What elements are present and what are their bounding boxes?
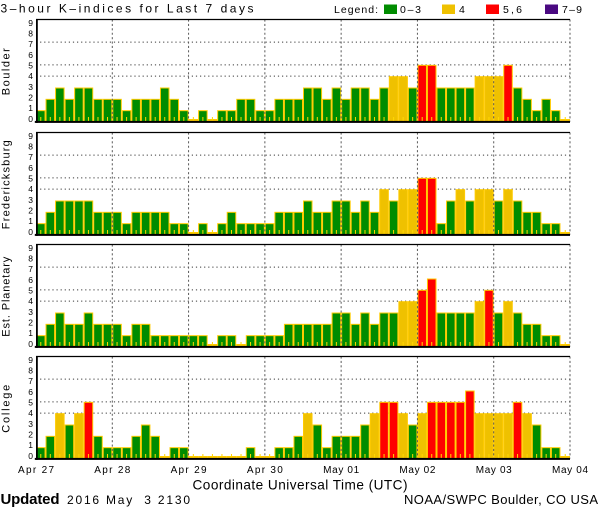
svg-text:7: 7 [28, 376, 33, 386]
svg-text:5: 5 [28, 398, 33, 408]
svg-text:7: 7 [28, 39, 33, 49]
svg-text:Updated: Updated [1, 491, 60, 508]
svg-text:4: 4 [28, 408, 33, 418]
svg-text:9: 9 [28, 131, 33, 141]
svg-text:3: 3 [28, 419, 33, 429]
svg-text:8: 8 [28, 141, 33, 151]
svg-text:6: 6 [28, 275, 33, 285]
svg-text:1: 1 [28, 328, 33, 338]
svg-text:2: 2 [28, 93, 33, 103]
svg-text:3: 3 [28, 307, 33, 317]
svg-text:3–hour K–indices for Last 7 da: 3–hour K–indices for Last 7 days [1, 2, 254, 16]
svg-text:1: 1 [28, 103, 33, 113]
svg-text:May 04: May 04 [552, 465, 588, 476]
svg-text:3: 3 [28, 195, 33, 205]
svg-text:0: 0 [28, 339, 33, 349]
svg-text:5: 5 [28, 286, 33, 296]
svg-text:May 01: May 01 [323, 465, 359, 476]
svg-text:5: 5 [28, 61, 33, 71]
svg-text:Coordinate Universal Time (UTC: Coordinate Universal Time (UTC) [193, 478, 408, 493]
svg-text:Est. Planetary: Est. Planetary [1, 256, 13, 337]
svg-text:6: 6 [28, 387, 33, 397]
svg-text:6: 6 [28, 50, 33, 60]
svg-text:5,6: 5,6 [503, 4, 522, 16]
svg-text:May 02: May 02 [399, 465, 435, 476]
svg-text:3: 3 [28, 82, 33, 92]
svg-text:Boulder: Boulder [1, 48, 13, 95]
svg-text:2: 2 [28, 318, 33, 328]
svg-text:2016 May 3 2130: 2016 May 3 2130 [67, 493, 190, 507]
svg-text:9: 9 [28, 243, 33, 253]
svg-text:0: 0 [28, 227, 33, 237]
svg-text:7–9: 7–9 [562, 4, 582, 16]
svg-text:5: 5 [28, 174, 33, 184]
svg-text:1: 1 [28, 216, 33, 226]
svg-text:8: 8 [28, 253, 33, 263]
svg-text:4: 4 [28, 184, 33, 194]
svg-text:8: 8 [28, 365, 33, 375]
svg-text:0–3: 0–3 [400, 4, 421, 16]
svg-text:0: 0 [28, 451, 33, 461]
svg-text:Fredericksburg: Fredericksburg [1, 140, 13, 229]
svg-text:May 03: May 03 [476, 465, 512, 476]
svg-text:4: 4 [28, 71, 33, 81]
svg-text:0: 0 [28, 114, 33, 124]
svg-text:2: 2 [28, 206, 33, 216]
svg-text:9: 9 [28, 18, 33, 28]
svg-text:1: 1 [28, 440, 33, 450]
svg-text:Legend:: Legend: [334, 4, 378, 16]
svg-text:6: 6 [28, 163, 33, 173]
svg-text:4: 4 [28, 296, 33, 306]
svg-text:7: 7 [28, 152, 33, 162]
svg-text:NOAA/SWPC Boulder, CO USA: NOAA/SWPC Boulder, CO USA [404, 492, 598, 507]
svg-text:4: 4 [459, 4, 465, 16]
svg-text:2: 2 [28, 430, 33, 440]
svg-text:9: 9 [28, 355, 33, 365]
svg-text:8: 8 [28, 28, 33, 38]
svg-text:7: 7 [28, 264, 33, 274]
svg-text:College: College [1, 385, 13, 433]
